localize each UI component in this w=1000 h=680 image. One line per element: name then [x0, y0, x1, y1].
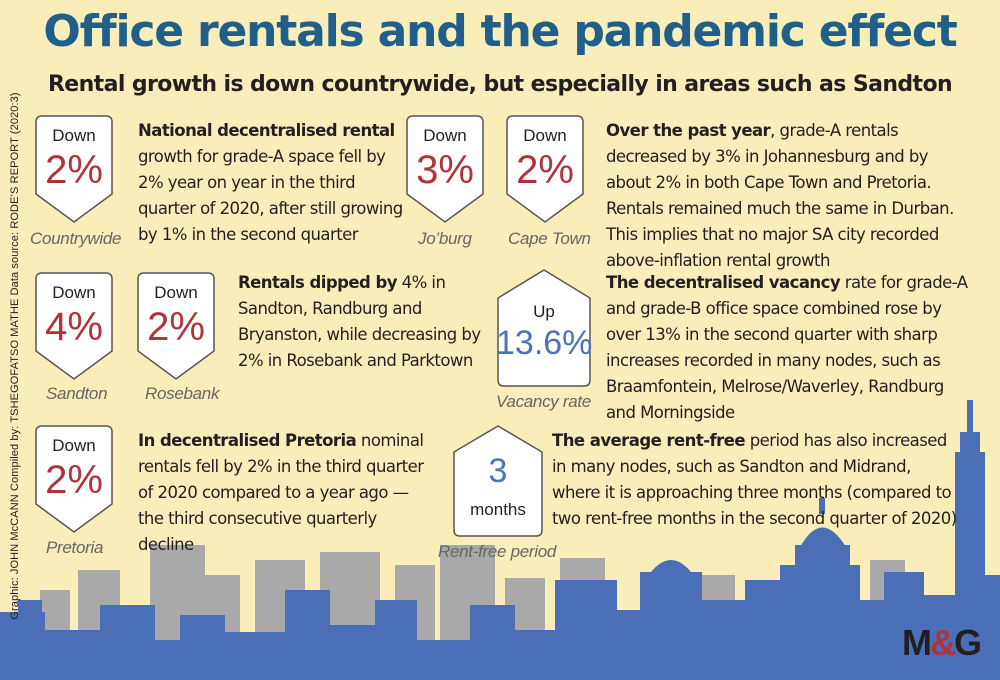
paragraph-national: National decentralised rental growth for… — [138, 118, 406, 248]
pin-label: Down — [52, 283, 96, 302]
pin-shape-down — [35, 272, 113, 380]
pin-value: 3 — [488, 452, 508, 490]
page-subtitle: Rental growth is down countrywide, but e… — [47, 72, 953, 97]
pin-caption-joburg: Jo’burg — [418, 229, 472, 248]
pin-caption-rentfree: Rent-free period — [438, 542, 557, 561]
pin-shape-down — [137, 272, 215, 380]
logo-m: M — [902, 622, 932, 663]
paragraph-lead: The decentralised vacancy — [606, 273, 841, 292]
paragraph-body: period has also increased in many nodes,… — [552, 431, 957, 528]
pin-label: Down — [52, 126, 96, 145]
paragraph-lead: National decentralised rental — [138, 121, 395, 140]
pin-value: 4% — [45, 305, 103, 349]
pin-value: 13.6% — [496, 324, 593, 362]
pin-pretoria: Down 2% — [34, 424, 114, 534]
logo-amp: & — [930, 622, 956, 663]
paragraph-pretoria: In decentralised Pretoria nominal rental… — [138, 428, 428, 558]
pin-capetown: Down 2% — [505, 114, 585, 224]
pin-value: 2% — [45, 458, 103, 502]
paragraph-body: rate for grade-A and grade-B office spac… — [606, 273, 968, 422]
page-title: Office rentals and the pandemic effect — [43, 6, 957, 57]
pin-label: Down — [52, 436, 96, 455]
paragraph-lead: Rentals dipped by — [238, 273, 397, 292]
paragraph-lead: Over the past year — [606, 121, 771, 140]
paragraph-sandton: Rentals dipped by 4% in Sandton, Randbur… — [238, 270, 490, 374]
pin-caption-vacancy: Vacancy rate — [496, 392, 591, 411]
pin-vacancy: Up 13.6% — [496, 268, 592, 388]
pin-value: 2% — [147, 305, 205, 349]
pin-caption-sandton: Sandton — [46, 384, 108, 403]
pin-countrywide: Down 2% — [34, 114, 114, 224]
skyline-front — [0, 400, 1000, 680]
pin-caption-countrywide: Countrywide — [30, 229, 122, 248]
pin-label: Down — [523, 126, 567, 145]
pin-value: 2% — [516, 148, 574, 192]
pin-label: months — [470, 500, 526, 519]
paragraph-lead: The average rent-free — [552, 431, 746, 450]
mg-logo: M&G — [902, 622, 982, 666]
paragraph-vacancy: The decentralised vacancy rate for grade… — [606, 270, 972, 426]
pin-rosebank: Down 2% — [136, 271, 216, 381]
pin-label: Up — [533, 302, 555, 321]
pin-rentfree: 3 months — [452, 424, 544, 538]
pin-value: 3% — [416, 148, 474, 192]
pin-caption-rosebank: Rosebank — [145, 384, 220, 403]
pin-caption-capetown: Cape Town — [508, 229, 591, 248]
paragraph-rentfree: The average rent-free period has also in… — [552, 428, 962, 532]
pin-joburg: Down 3% — [405, 114, 485, 224]
paragraph-body: growth for grade-A space fell by 2% year… — [138, 147, 403, 244]
pin-sandton: Down 4% — [34, 271, 114, 381]
logo-g: G — [954, 622, 982, 663]
paragraph-lead: In decentralised Pretoria — [138, 431, 357, 450]
pin-caption-pretoria: Pretoria — [46, 538, 104, 557]
pin-shape-up — [453, 425, 543, 537]
credit-line: Graphic: JOHN McCANN Compiled by: TSHEGO… — [9, 92, 21, 620]
pin-shape-down — [506, 115, 584, 223]
pin-shape-down — [35, 115, 113, 223]
pin-shape-up — [497, 269, 591, 387]
paragraph-cities: Over the past year, grade-A rentals decr… — [606, 118, 974, 274]
pin-value: 2% — [45, 148, 103, 192]
pin-label: Down — [423, 126, 467, 145]
paragraph-body: 4% in Sandton, Randburg and Bryanston, w… — [238, 273, 481, 370]
pin-shape-down — [35, 425, 113, 533]
paragraph-body: , grade-A rentals decreased by 3% in Joh… — [606, 121, 954, 270]
pin-shape-down — [406, 115, 484, 223]
paragraph-body: nominal rentals fell by 2% in the third … — [138, 431, 424, 554]
pin-label: Down — [154, 283, 198, 302]
